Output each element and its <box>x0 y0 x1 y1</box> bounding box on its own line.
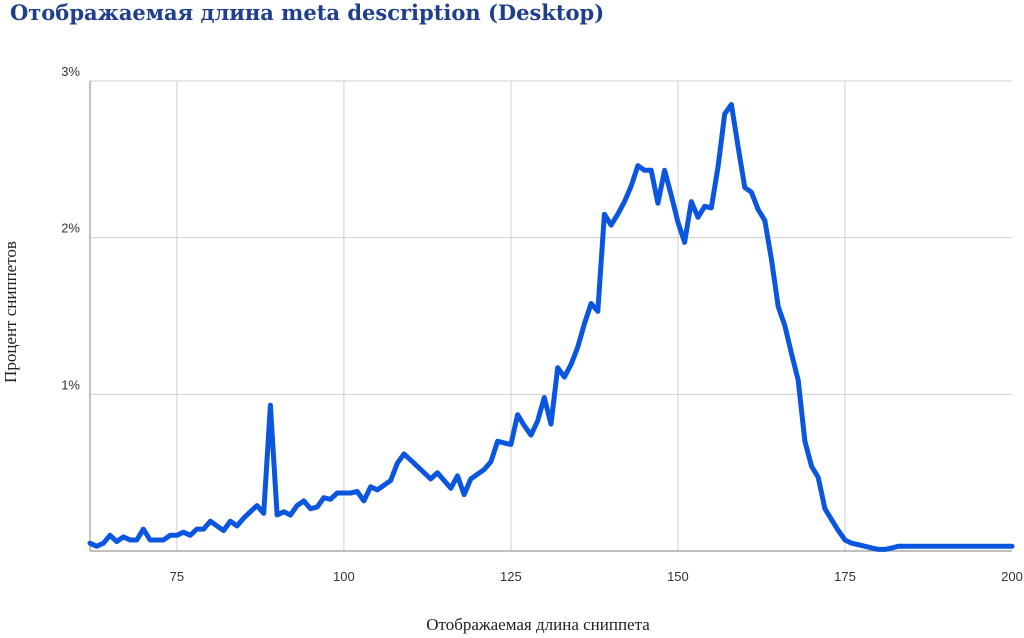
y-axis-label: Процент сниппетов <box>1 241 20 383</box>
x-tick-label: 75 <box>170 569 184 584</box>
chart-title: Отображаемая длина meta description (Des… <box>10 0 605 25</box>
x-tick-label: 125 <box>500 569 522 584</box>
axes <box>89 81 1012 552</box>
x-tick-label: 200 <box>1001 569 1023 584</box>
x-tick-label: 175 <box>834 569 856 584</box>
grid-lines <box>90 80 1012 551</box>
series-lines <box>87 102 1015 552</box>
x-tick-label: 100 <box>333 569 355 584</box>
y-tick-label: 1% <box>61 377 80 392</box>
x-tick-label: 150 <box>667 569 689 584</box>
y-tick-label: 2% <box>61 221 80 236</box>
series-line <box>87 102 1015 552</box>
tick-labels: 75 100 125 150 175 200 1% 2% 3% <box>61 64 1023 584</box>
x-axis-label: Отображаемая длина сниппета <box>426 615 650 634</box>
y-tick-label: 3% <box>61 64 80 79</box>
